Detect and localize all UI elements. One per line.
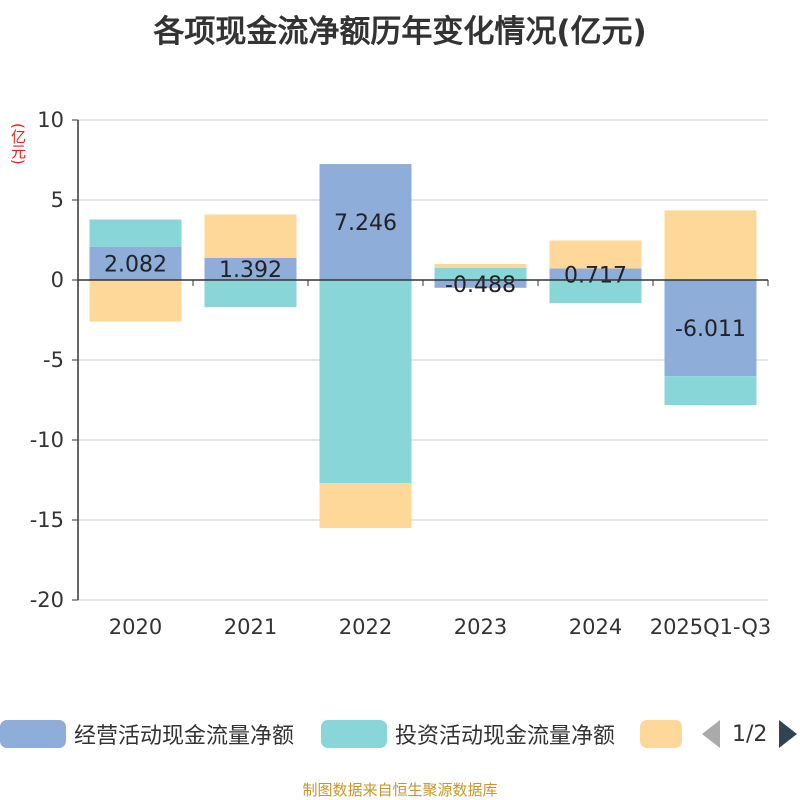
bar-operating-2020 (89, 246, 182, 280)
x-tick-label: 2020 (109, 615, 162, 639)
bar-financing-2021 (204, 214, 297, 258)
data-label-operating-2021: 1.392 (219, 258, 282, 283)
bar-operating-2021 (204, 257, 297, 280)
bar-investing-2023 (434, 268, 527, 280)
y-tick-label: 5 (51, 188, 64, 212)
data-label-operating-2024: 0.717 (564, 263, 627, 288)
legend-swatch-financing (640, 720, 682, 748)
legend-item-financing[interactable] (640, 712, 682, 756)
legend-item-investing[interactable]: 投资活动现金流量净额 (321, 712, 615, 756)
x-tick-label: 2022 (339, 615, 392, 639)
chart-title: 各项现金流净额历年变化情况(亿元) (153, 14, 647, 50)
legend-next-page-icon[interactable] (779, 720, 798, 748)
bar-financing-2025Q1-Q3 (664, 210, 757, 280)
chart-plot: 10 5 0 -5 -10 -15 -20 2.082 1.392 7.246 -0.488 0.71… (30, 108, 772, 639)
x-tick-label: 2024 (569, 615, 622, 639)
data-label-operating-2022: 7.246 (334, 211, 397, 236)
bar-financing-2023 (434, 264, 527, 268)
bar-investing-2024 (549, 280, 642, 304)
legend-prev-page-icon[interactable] (702, 720, 720, 748)
legend-swatch-investing (321, 720, 387, 748)
bar-operating-2022 (319, 164, 412, 280)
legend-pager: 1/2 (702, 712, 798, 756)
bar-operating-2023 (434, 280, 527, 288)
y-tick-label: 0 (51, 268, 64, 292)
x-tick-label: 2025Q1-Q3 (650, 615, 772, 639)
y-tick-label: -15 (30, 508, 64, 532)
y-tick-label: -10 (30, 428, 64, 452)
bar-investing-2020 (89, 219, 182, 247)
y-axis-unit-label: (亿元) (9, 123, 27, 165)
bar-operating-2024 (549, 268, 642, 280)
bar-investing-2022 (319, 280, 412, 484)
legend-page-indicator: 1/2 (732, 721, 768, 747)
bar-investing-2025Q1-Q3 (664, 376, 757, 405)
data-label-operating-2020: 2.082 (104, 252, 167, 277)
legend: 经营活动现金流量净额 投资活动现金流量净额 1/2 (0, 712, 800, 756)
bar-financing-2022 (319, 483, 412, 528)
bar-financing-2024 (549, 240, 642, 269)
legend-label-operating: 经营活动现金流量净额 (74, 724, 295, 749)
bar-operating-2025Q1-Q3 (664, 280, 757, 377)
y-tick-label: -5 (43, 348, 64, 372)
y-tick-label: 10 (37, 108, 64, 132)
y-tick-label: -20 (30, 588, 64, 612)
data-source-footer: 制图数据来自恒生聚源数据库 (302, 781, 498, 799)
bar-investing-2021 (204, 280, 297, 308)
legend-item-operating[interactable]: 经营活动现金流量净额 (0, 712, 294, 756)
legend-label-investing: 投资活动现金流量净额 (395, 724, 616, 749)
data-label-operating-2023: -0.488 (445, 273, 516, 298)
data-label-operating-2025Q1-Q3: -6.011 (675, 317, 746, 342)
x-tick-label: 2021 (224, 615, 277, 639)
legend-swatch-operating (0, 720, 66, 748)
x-tick-label: 2023 (454, 615, 507, 639)
bar-financing-2020 (89, 280, 182, 322)
